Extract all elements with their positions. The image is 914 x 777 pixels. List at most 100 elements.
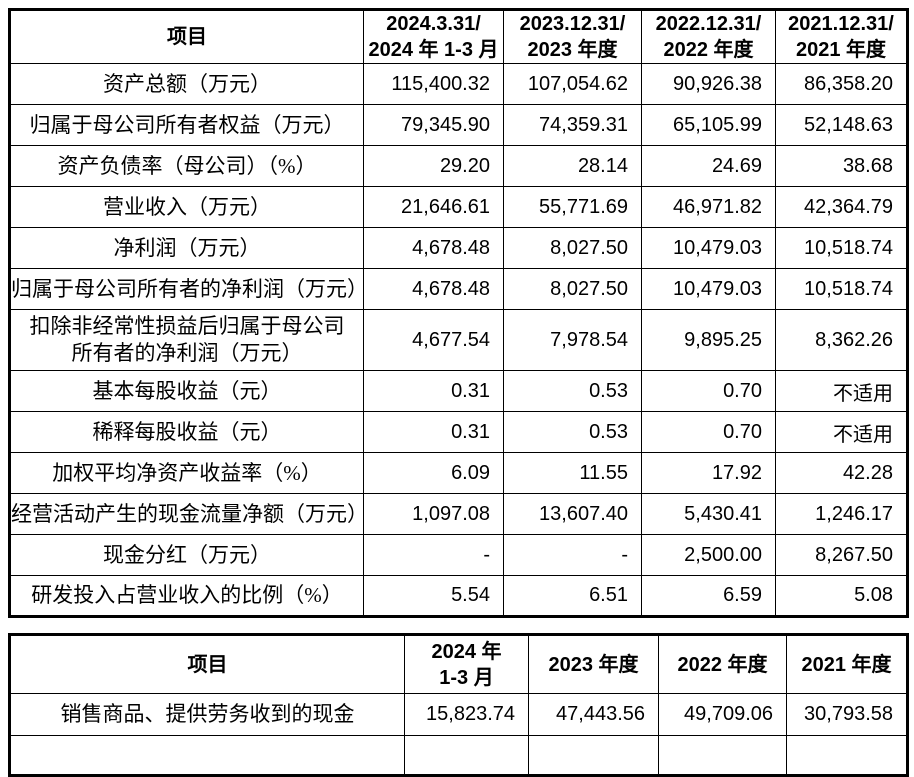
row-label: 现金分红（万元） — [9, 534, 364, 576]
value-cell: 52,148.63 — [775, 104, 908, 146]
value-cell: 8,027.50 — [503, 268, 642, 310]
value-cell: 7,978.54 — [503, 309, 642, 371]
value-cell: 30,793.58 — [786, 693, 908, 736]
value-cell: 17.92 — [641, 452, 776, 494]
value-cell: 1,246.17 — [775, 493, 908, 535]
value-cell: 5.54 — [363, 575, 504, 617]
value-cell: 15,823.74 — [404, 693, 529, 736]
value-cell: 0.53 — [503, 411, 642, 453]
value-cell: 2,500.00 — [641, 534, 776, 576]
financial-indicators-table: 项目 2024.3.31/ 2024 年 1-3 月 2023.12.31/ 2… — [8, 8, 909, 618]
column-header-2021: 2021 年度 — [786, 634, 908, 694]
row-label: 加权平均净资产收益率（%） — [9, 452, 364, 494]
value-cell: 28.14 — [503, 145, 642, 187]
value-cell: 0.31 — [363, 370, 504, 412]
table-row: 资产负债率（母公司）（%） 29.20 28.14 24.69 38.68 — [9, 145, 908, 187]
value-cell: 4,677.54 — [363, 309, 504, 371]
table-row: 归属于母公司所有者权益（万元） 79,345.90 74,359.31 65,1… — [9, 104, 908, 146]
row-label: 经营活动产生的现金流量净额（万元） — [9, 493, 368, 535]
value-cell: 4,678.48 — [363, 227, 504, 269]
table-row: 基本每股收益（元） 0.31 0.53 0.70 不适用 — [9, 370, 908, 412]
column-header-item: 项目 — [9, 634, 405, 694]
row-label: 净利润（万元） — [9, 227, 364, 269]
column-header-2023: 2023 年度 — [528, 634, 659, 694]
value-cell: 8,362.26 — [775, 309, 908, 371]
empty-cell — [404, 735, 529, 776]
table-row: 营业收入（万元） 21,646.61 55,771.69 46,971.82 4… — [9, 186, 908, 228]
value-cell: 8,267.50 — [775, 534, 908, 576]
value-cell: 0.70 — [641, 370, 776, 412]
value-cell: 42.28 — [775, 452, 908, 494]
value-cell: 29.20 — [363, 145, 504, 187]
table-row: 扣除非经常性损益后归属于母公司 所有者的净利润（万元） 4,677.54 7,9… — [9, 309, 908, 371]
value-cell: 不适用 — [775, 370, 908, 412]
value-cell: 0.31 — [363, 411, 504, 453]
value-cell: 55,771.69 — [503, 186, 642, 228]
header-row: 项目 2024 年 1-3 月 2023 年度 2022 年度 2021 年度 — [9, 634, 908, 694]
value-cell: 6.59 — [641, 575, 776, 617]
empty-cell — [9, 735, 405, 776]
table-row: 经营活动产生的现金流量净额（万元） 1,097.08 13,607.40 5,4… — [9, 493, 908, 535]
value-cell: 46,971.82 — [641, 186, 776, 228]
table-row: 净利润（万元） 4,678.48 8,027.50 10,479.03 10,5… — [9, 227, 908, 269]
value-cell: 86,358.20 — [775, 63, 908, 105]
value-cell: 38.68 — [775, 145, 908, 187]
value-cell: 11.55 — [503, 452, 642, 494]
table-row: 现金分红（万元） - - 2,500.00 8,267.50 — [9, 534, 908, 576]
value-cell: 4,678.48 — [363, 268, 504, 310]
column-header-2023: 2023.12.31/ 2023 年度 — [503, 9, 642, 64]
column-header-item: 项目 — [9, 9, 364, 64]
value-cell: 24.69 — [641, 145, 776, 187]
row-label: 研发投入占营业收入的比例（%） — [9, 575, 364, 617]
column-header-2022: 2022.12.31/ 2022 年度 — [641, 9, 776, 64]
column-header-2022: 2022 年度 — [658, 634, 787, 694]
value-cell: 10,518.74 — [775, 227, 908, 269]
value-cell: 6.51 — [503, 575, 642, 617]
value-cell: 90,926.38 — [641, 63, 776, 105]
row-label: 资产总额（万元） — [9, 63, 364, 105]
value-cell: 49,709.06 — [658, 693, 787, 736]
value-cell: 65,105.99 — [641, 104, 776, 146]
row-label: 基本每股收益（元） — [9, 370, 364, 412]
table-row: 资产总额（万元） 115,400.32 107,054.62 90,926.38… — [9, 63, 908, 105]
row-label: 资产负债率（母公司）（%） — [9, 145, 364, 187]
value-cell: 不适用 — [775, 411, 908, 453]
row-label: 稀释每股收益（元） — [9, 411, 364, 453]
table-row: 研发投入占营业收入的比例（%） 5.54 6.51 6.59 5.08 — [9, 575, 908, 617]
value-cell: 42,364.79 — [775, 186, 908, 228]
value-cell: - — [503, 534, 642, 576]
value-cell: 13,607.40 — [503, 493, 642, 535]
value-cell: 6.09 — [363, 452, 504, 494]
value-cell: 115,400.32 — [363, 63, 504, 105]
row-label: 营业收入（万元） — [9, 186, 364, 228]
row-label: 归属于母公司所有者权益（万元） — [9, 104, 364, 146]
row-label: 扣除非经常性损益后归属于母公司 所有者的净利润（万元） — [9, 309, 364, 371]
table-row: 归属于母公司所有者的净利润（万元） 4,678.48 8,027.50 10,4… — [9, 268, 908, 310]
value-cell: 1,097.08 — [363, 493, 504, 535]
column-header-2024q1: 2024 年 1-3 月 — [404, 634, 529, 694]
value-cell: 10,518.74 — [775, 268, 908, 310]
empty-cell — [528, 735, 659, 776]
value-cell: 74,359.31 — [503, 104, 642, 146]
table-row-partial — [9, 735, 908, 776]
value-cell: 9,895.25 — [641, 309, 776, 371]
empty-cell — [658, 735, 787, 776]
row-label: 归属于母公司所有者的净利润（万元） — [9, 268, 368, 310]
value-cell: 79,345.90 — [363, 104, 504, 146]
value-cell: 10,479.03 — [641, 227, 776, 269]
value-cell: 0.70 — [641, 411, 776, 453]
column-header-2021: 2021.12.31/ 2021 年度 — [775, 9, 908, 64]
value-cell: 10,479.03 — [641, 268, 776, 310]
header-row: 项目 2024.3.31/ 2024 年 1-3 月 2023.12.31/ 2… — [9, 9, 908, 64]
value-cell: 5,430.41 — [641, 493, 776, 535]
value-cell: 0.53 — [503, 370, 642, 412]
value-cell: 8,027.50 — [503, 227, 642, 269]
table-row: 加权平均净资产收益率（%） 6.09 11.55 17.92 42.28 — [9, 452, 908, 494]
value-cell: 5.08 — [775, 575, 908, 617]
table-row: 稀释每股收益（元） 0.31 0.53 0.70 不适用 — [9, 411, 908, 453]
cash-flow-table: 项目 2024 年 1-3 月 2023 年度 2022 年度 2021 年度 … — [8, 633, 909, 777]
row-label: 销售商品、提供劳务收到的现金 — [9, 693, 405, 736]
value-cell: 107,054.62 — [503, 63, 642, 105]
column-header-2024q1: 2024.3.31/ 2024 年 1-3 月 — [363, 9, 504, 64]
value-cell: 47,443.56 — [528, 693, 659, 736]
